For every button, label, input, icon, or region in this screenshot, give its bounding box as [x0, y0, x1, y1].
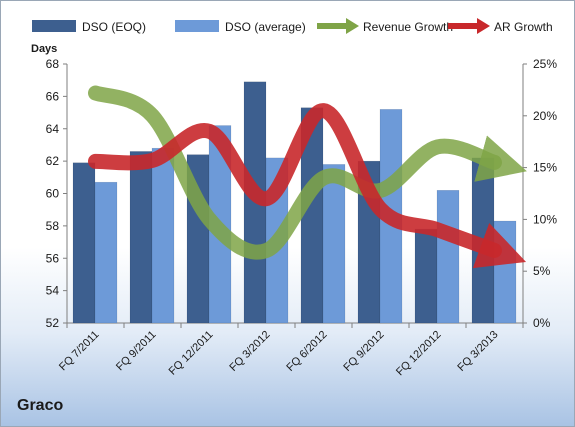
y-tick-label: 64: [46, 122, 60, 136]
bar-dso-average: [151, 147, 175, 324]
x-tick-label: FQ 3/2013: [455, 329, 500, 374]
legend-arrow-head: [346, 18, 359, 34]
y-tick-label: 66: [46, 89, 60, 103]
y2-tick-label: 0%: [533, 316, 551, 330]
y-tick-label: 56: [46, 251, 60, 265]
y2-tick-label: 20%: [533, 109, 557, 123]
y2-tick-label: 15%: [533, 161, 557, 175]
bar-dso-average: [493, 220, 517, 324]
legend-arrow-head: [477, 18, 490, 34]
legend-label: DSO (EOQ): [82, 20, 146, 34]
x-tick-label: FQ 3/2012: [227, 329, 272, 374]
bar-dso-average: [436, 190, 460, 324]
bar-dso-average: [322, 164, 346, 324]
y2-tick-label: 5%: [533, 264, 551, 278]
y-tick-label: 68: [46, 57, 60, 71]
company-name: Graco: [17, 397, 64, 414]
x-tick-label: FQ 7/2011: [57, 329, 102, 374]
y-tick-label: 52: [46, 316, 60, 330]
y-tick-label: 58: [46, 219, 60, 233]
legend-label: Revenue Growth: [363, 20, 453, 34]
legend-label: DSO (average): [225, 20, 306, 34]
y-tick-label: 54: [46, 284, 60, 298]
line-revenue-growth: [88, 85, 527, 260]
legend-swatch: [175, 20, 219, 32]
legend-label: AR Growth: [494, 20, 553, 34]
line-ar-growth: [88, 103, 527, 269]
x-tick-label: FQ 12/2011: [167, 329, 216, 378]
bar-dso-eoq: [129, 151, 153, 324]
x-tick-label: FQ 6/2012: [284, 329, 329, 374]
x-tick-label: FQ 9/2012: [341, 329, 386, 374]
bar-dso-eoq: [414, 228, 438, 324]
legend-swatch: [32, 20, 76, 32]
x-tick-label: FQ 12/2012: [394, 329, 444, 379]
y-tick-label: 60: [46, 187, 60, 201]
y2-tick-label: 25%: [533, 57, 557, 71]
y2-tick-label: 10%: [533, 212, 557, 226]
x-tick-label: FQ 9/2011: [114, 329, 159, 374]
bar-dso-eoq: [72, 162, 96, 324]
y-tick-label: 62: [46, 154, 60, 168]
bar-dso-average: [94, 181, 118, 324]
y-axis-title: Days: [31, 43, 57, 55]
